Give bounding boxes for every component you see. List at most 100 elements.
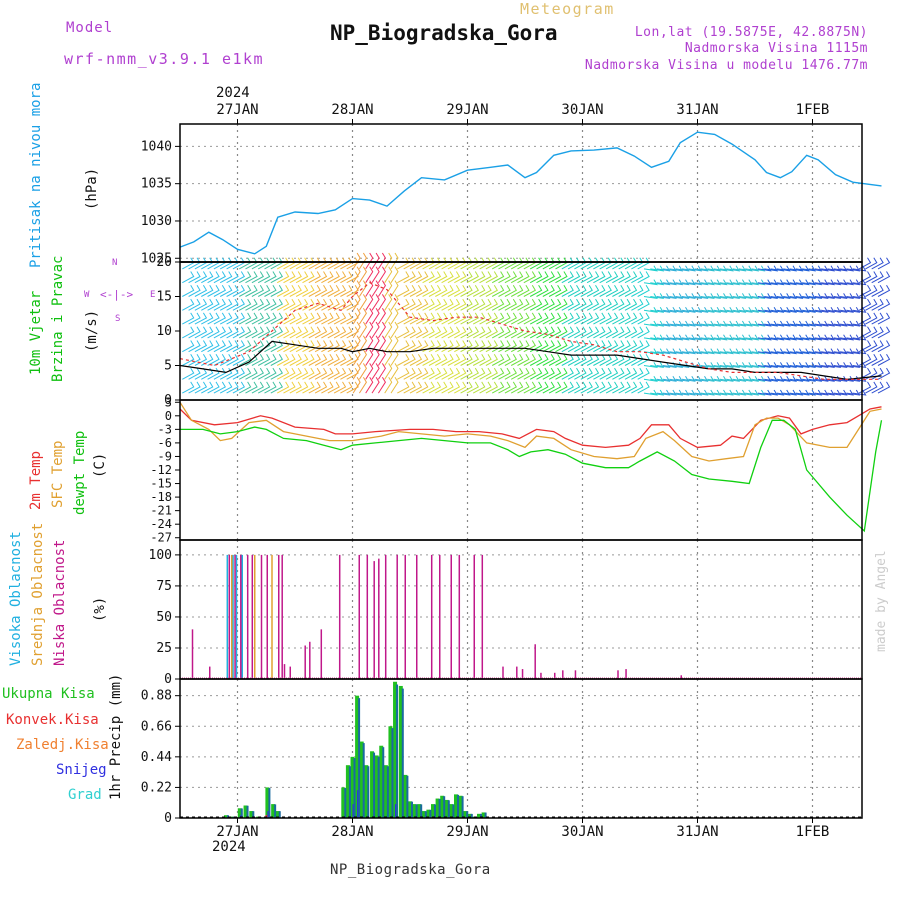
wind-barb (877, 354, 891, 366)
wind-barb (409, 285, 423, 297)
wind-barb (821, 375, 835, 382)
wind-barb (517, 354, 530, 366)
wind-barb (802, 279, 816, 286)
wind-barb (536, 285, 549, 297)
wind-barb (637, 354, 650, 366)
wind-barb (599, 340, 612, 353)
wind-barb (548, 312, 562, 325)
wind-barb (226, 340, 239, 353)
wind-barb (479, 271, 492, 284)
wind-barb (789, 320, 804, 327)
wind-barb (776, 306, 791, 313)
wind-barb (846, 320, 861, 327)
wind-barb (656, 362, 671, 369)
wind-barb (631, 367, 644, 380)
wind-barb (877, 340, 891, 353)
wind-barb (776, 265, 791, 272)
wind-barb (517, 367, 530, 380)
wind-barb (295, 340, 309, 353)
model-name: wrf-nmm_v3.9.1 e1km (64, 50, 265, 68)
wind-barb (517, 312, 530, 325)
wind-barb (251, 326, 264, 339)
wind-barb (352, 280, 361, 297)
total-rain-bar (477, 813, 481, 818)
wind-barb (466, 326, 479, 339)
wind-barb (517, 271, 530, 284)
wind-barb (846, 348, 861, 355)
wind-barb (384, 335, 393, 352)
wind-barb (675, 362, 690, 369)
wind-barb (675, 293, 690, 300)
wind-barb (738, 279, 753, 286)
wind-barb (764, 293, 779, 300)
wind-barb (865, 312, 878, 325)
wind-barb (637, 257, 650, 270)
wind-barb (694, 293, 709, 300)
wind-barb (650, 306, 665, 313)
wind-barb (327, 326, 340, 339)
wind-barb (472, 381, 486, 394)
wind-barb (441, 367, 454, 380)
wind-barb (384, 321, 393, 339)
wind-barb (846, 334, 861, 341)
wind-barb (523, 326, 536, 339)
wind-barb (472, 285, 486, 297)
wind-barb (694, 375, 709, 382)
legend-hail: Grad (68, 787, 102, 803)
wind-barb (188, 312, 201, 325)
wind-barb (650, 265, 665, 272)
wind-barb (789, 389, 804, 396)
wind-barb (707, 362, 722, 369)
wind-barb (738, 265, 753, 272)
wind-barb (814, 320, 829, 327)
wind-barb (460, 298, 473, 311)
wind-barb (846, 362, 861, 369)
wind-barb (599, 285, 612, 297)
temp-tick-label: -6 (158, 436, 172, 450)
wind-barb (289, 367, 302, 380)
wind-barb (542, 340, 555, 353)
wind-barb (308, 326, 321, 339)
wind-barb (681, 375, 696, 382)
wind-barb (789, 375, 804, 382)
snow-overlay-bar (401, 688, 404, 818)
wind-barb (270, 326, 283, 339)
wind-barb (643, 320, 658, 327)
wind-barb (384, 280, 393, 297)
wind-barb (846, 389, 861, 396)
wind-gust-line (179, 282, 882, 380)
wind-barb (498, 354, 511, 366)
wind-barb (201, 326, 214, 339)
wind-barb (833, 293, 848, 300)
wind-barb (757, 293, 772, 300)
wind-barb (770, 293, 785, 300)
total-rain-bar (403, 774, 408, 818)
wind-barb (548, 285, 562, 297)
wind-barb (776, 334, 791, 341)
wind-barb (245, 271, 258, 284)
wind-barb (529, 367, 543, 380)
wind-barb (384, 294, 393, 311)
wind-barb (770, 334, 785, 341)
wind-barb (327, 354, 340, 366)
total-rain-bar (393, 681, 398, 818)
wind-barb (770, 320, 785, 327)
wind-barb (574, 354, 587, 366)
wind-barb (776, 320, 791, 327)
wind-barb (808, 362, 823, 369)
wind-barb (561, 285, 574, 297)
wind-barb (599, 271, 612, 284)
wind-barb (397, 271, 410, 284)
wind-barb (700, 265, 715, 272)
wind-barb (732, 389, 747, 396)
total-rain-bar (265, 787, 270, 818)
wind-barb (675, 348, 690, 355)
wind-barb (377, 307, 386, 325)
wind-barb (694, 334, 709, 341)
wind-barb (650, 389, 665, 396)
wind-barb (637, 340, 650, 353)
wind-barb (251, 298, 264, 311)
total-rain-bar (359, 741, 364, 818)
temp-tick-label: -24 (150, 517, 172, 531)
wind-barb (852, 293, 867, 300)
